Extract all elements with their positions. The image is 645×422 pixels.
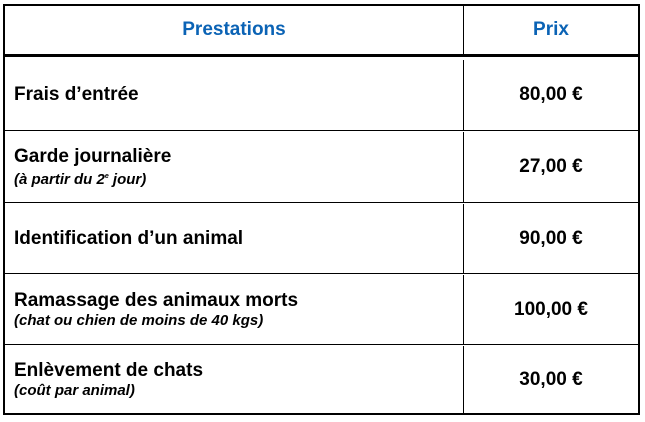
column-divider <box>463 132 464 202</box>
service-note: (chat ou chien de moins de 40 kgs) <box>14 311 264 329</box>
price-value: 90,00 € <box>519 227 583 249</box>
table-row: Identification d’un animal 90,00 € <box>5 204 638 274</box>
table-row: Frais d’entrée 80,00 € <box>5 60 638 131</box>
table-header-row: Prestations Prix <box>5 6 638 57</box>
header-services-cell: Prestations <box>5 6 463 54</box>
service-cell: Identification d’un animal <box>5 204 463 273</box>
price-cell: 27,00 € <box>464 132 638 202</box>
table-row: Enlèvement de chats (coût par animal) 30… <box>5 346 638 413</box>
price-cell: 80,00 € <box>464 60 638 130</box>
service-cell: Garde journalière (à partir du 2e jour) <box>5 132 463 202</box>
service-cell: Ramassage des animaux morts (chat ou chi… <box>5 275 463 344</box>
service-label: Frais d’entrée <box>14 84 139 105</box>
column-divider <box>463 275 464 344</box>
price-value: 80,00 € <box>519 84 583 105</box>
column-divider <box>463 204 464 273</box>
price-cell: 90,00 € <box>464 204 638 273</box>
service-label: Garde journalière <box>14 145 172 167</box>
price-value: 100,00 € <box>514 298 588 320</box>
price-cell: 100,00 € <box>464 275 638 344</box>
price-value: 30,00 € <box>519 368 583 390</box>
price-cell: 30,00 € <box>464 346 638 413</box>
table-row: Ramassage des animaux morts (chat ou chi… <box>5 275 638 345</box>
service-cell: Enlèvement de chats (coût par animal) <box>5 346 463 413</box>
header-services-label: Prestations <box>182 19 286 40</box>
tariff-table: Prestations Prix Frais d’entrée 80,00 € … <box>3 4 640 415</box>
header-price-label: Prix <box>533 19 569 40</box>
price-value: 27,00 € <box>519 156 583 177</box>
column-divider <box>463 346 464 413</box>
service-cell: Frais d’entrée <box>5 60 463 130</box>
service-label: Enlèvement de chats <box>14 359 204 381</box>
service-note: (à partir du 2e jour) <box>14 170 147 188</box>
column-divider <box>463 6 464 54</box>
service-note: (coût par animal) <box>14 381 135 399</box>
table-row: Garde journalière (à partir du 2e jour) … <box>5 132 638 203</box>
service-label: Identification d’un animal <box>14 227 244 249</box>
column-divider <box>463 60 464 130</box>
service-label: Ramassage des animaux morts <box>14 289 299 311</box>
header-price-cell: Prix <box>464 6 638 54</box>
